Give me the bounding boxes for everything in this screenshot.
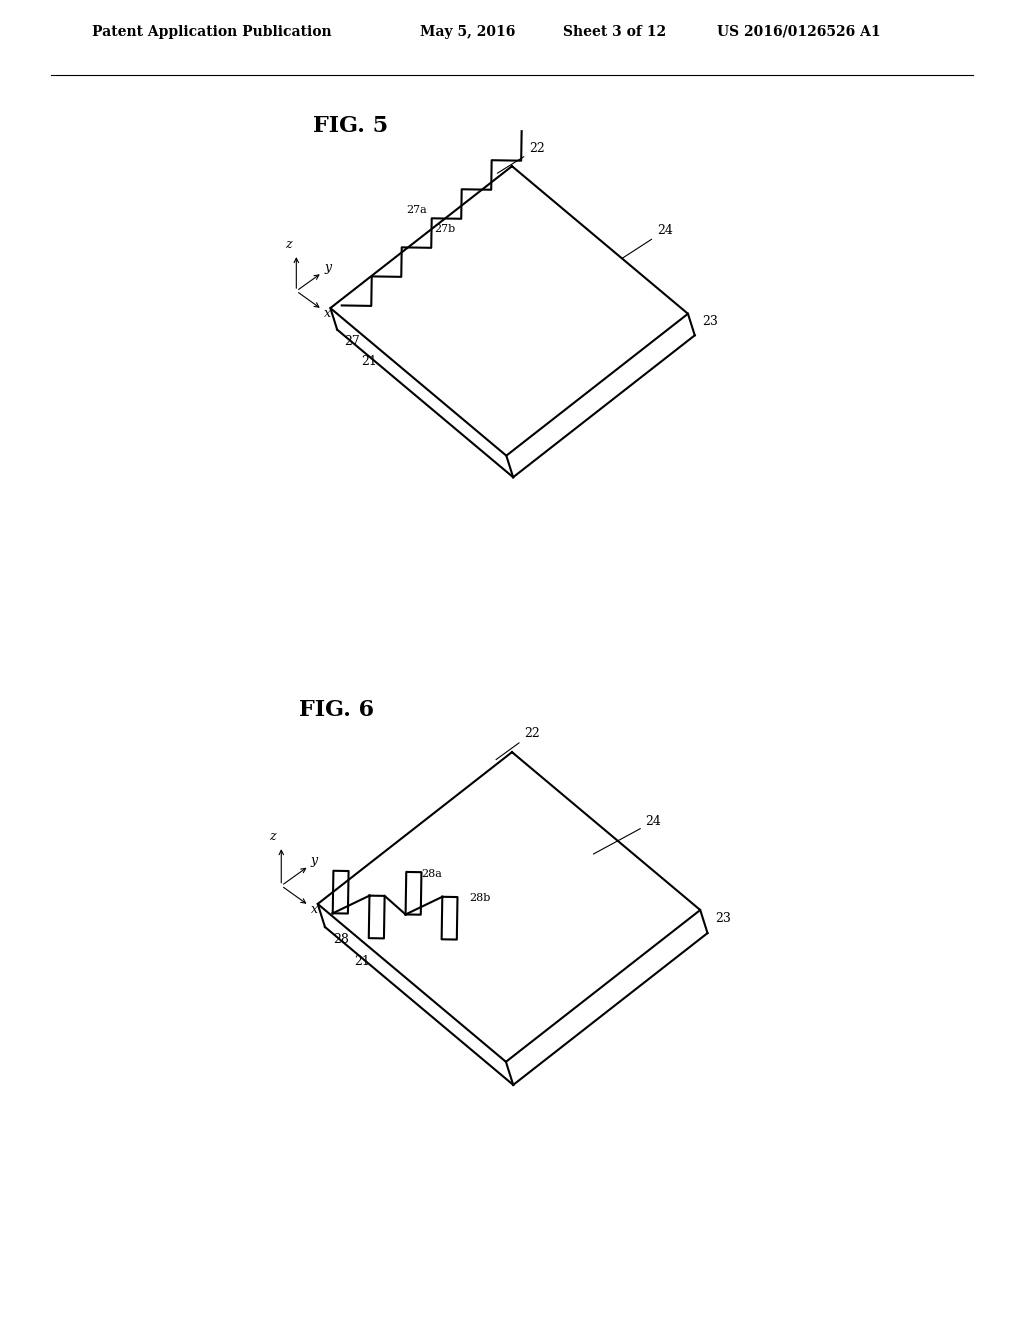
Text: y: y	[324, 261, 331, 273]
Text: 24: 24	[593, 814, 662, 854]
Text: 21: 21	[354, 954, 370, 968]
Text: FIG. 6: FIG. 6	[299, 698, 375, 721]
Text: FIG. 5: FIG. 5	[313, 115, 388, 137]
Text: y: y	[311, 854, 318, 867]
Text: 21: 21	[361, 355, 378, 368]
Text: 27: 27	[344, 335, 360, 348]
Text: z: z	[285, 239, 292, 252]
Text: 23: 23	[716, 912, 731, 925]
Text: 28a: 28a	[421, 869, 441, 879]
Text: Sheet 3 of 12: Sheet 3 of 12	[563, 25, 667, 38]
Text: 28: 28	[333, 933, 349, 946]
Text: 27b: 27b	[434, 224, 456, 235]
Text: US 2016/0126526 A1: US 2016/0126526 A1	[717, 25, 881, 38]
Text: 28b: 28b	[469, 892, 490, 903]
Text: 27a: 27a	[407, 205, 427, 215]
Text: z: z	[269, 830, 275, 843]
Text: Patent Application Publication: Patent Application Publication	[92, 25, 332, 38]
Text: 22: 22	[496, 727, 540, 759]
Text: May 5, 2016: May 5, 2016	[420, 25, 515, 38]
Text: 23: 23	[702, 315, 718, 329]
Text: 22: 22	[498, 143, 545, 173]
Text: x: x	[324, 306, 331, 319]
Text: x: x	[311, 903, 317, 916]
Text: 24: 24	[623, 224, 673, 259]
